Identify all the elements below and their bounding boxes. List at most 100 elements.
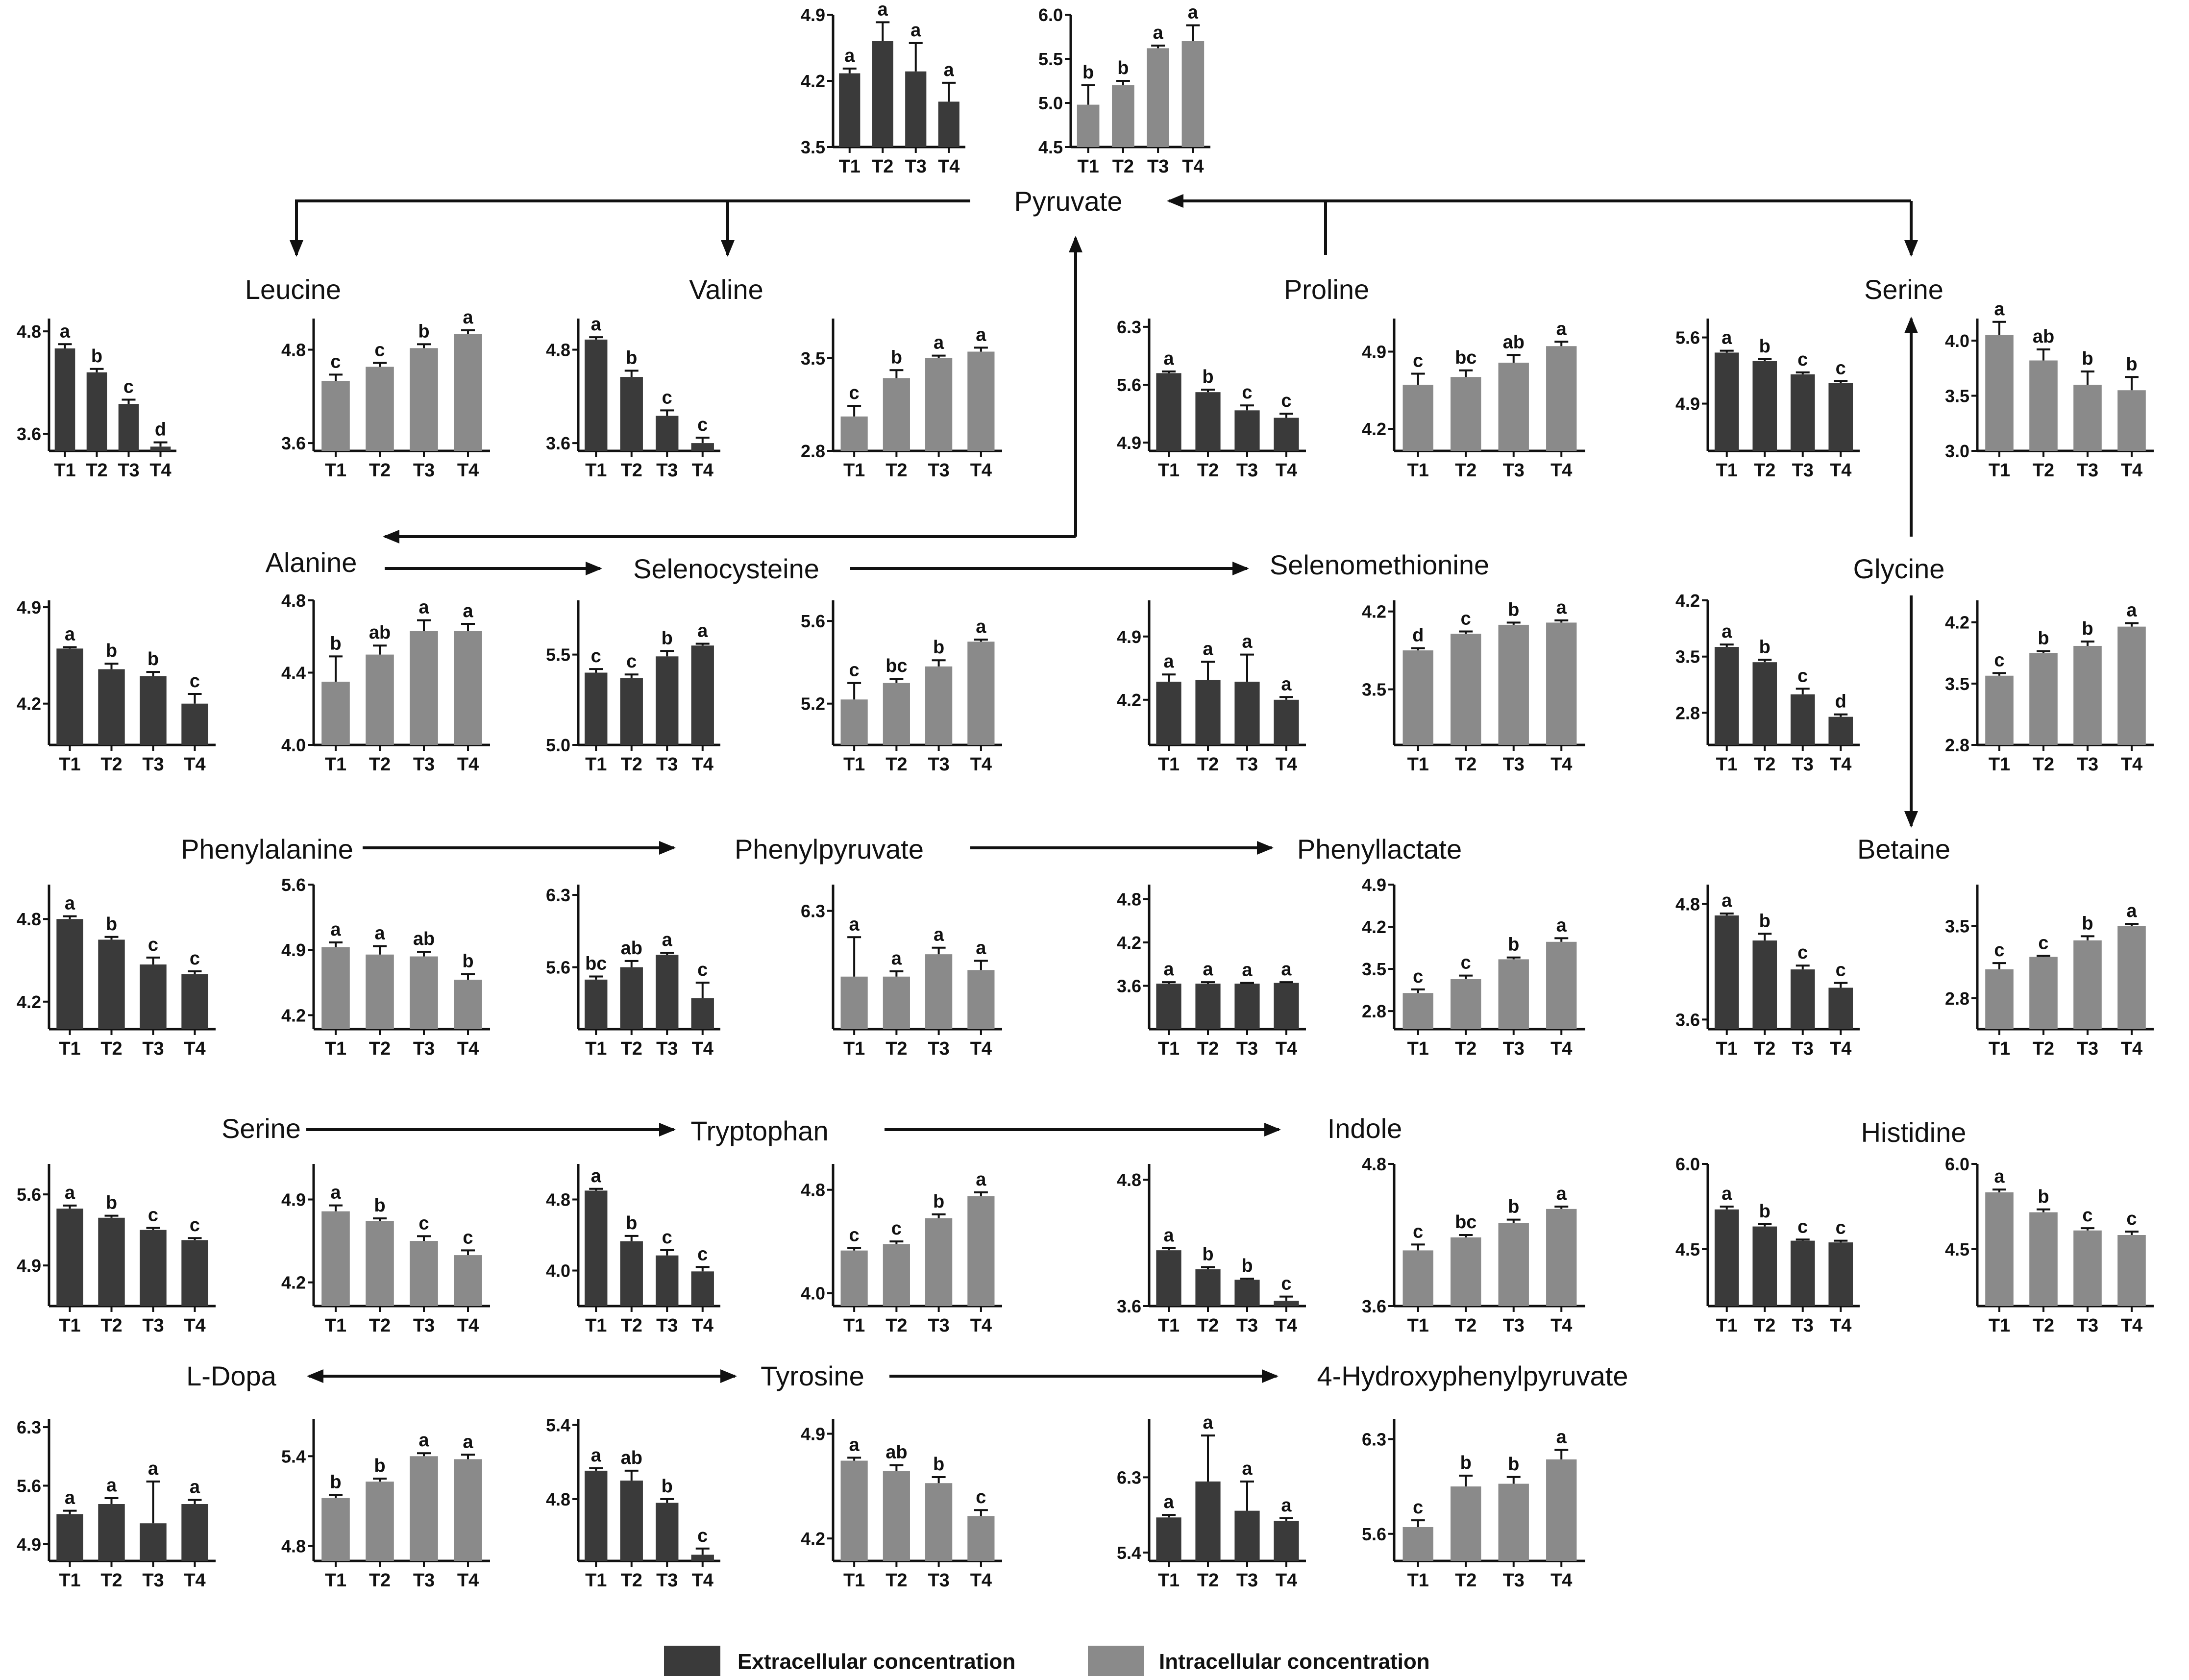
node-histidine: Histidine — [1861, 1117, 1967, 1148]
significance-letter: b — [1460, 1453, 1472, 1473]
significance-letter: c — [976, 1487, 986, 1507]
x-tick-label: T3 — [928, 460, 949, 481]
x-tick-label: T2 — [1754, 1038, 1775, 1059]
bar-t2 — [98, 669, 125, 745]
x-tick-label: T1 — [59, 1315, 80, 1336]
x-tick-label: T1 — [1407, 1570, 1429, 1591]
legend-label-intracellular: Intracellular concentration — [1159, 1650, 1430, 1674]
significance-letter: a — [1556, 1427, 1567, 1448]
significance-letter: c — [190, 948, 200, 969]
significance-letter: b — [933, 637, 944, 658]
significance-letter: c — [463, 1227, 473, 1248]
x-tick-label: T4 — [2121, 1038, 2142, 1059]
bar-t4 — [691, 1555, 714, 1561]
bar-t4 — [1546, 1209, 1577, 1306]
significance-letter: b — [1759, 1201, 1771, 1222]
y-tick-label: 3.6 — [1117, 976, 1141, 996]
significance-letter: a — [934, 925, 944, 945]
x-tick-label: T1 — [1158, 754, 1180, 775]
bar-t2 — [1451, 377, 1481, 451]
bar-t3 — [656, 656, 679, 745]
x-tick-label: T3 — [413, 460, 435, 481]
x-tick-label: T4 — [184, 1315, 205, 1336]
significance-letter: c — [1242, 382, 1252, 403]
bar-t3 — [410, 1456, 438, 1561]
significance-letter: ab — [1503, 332, 1525, 352]
y-tick-label: 3.6 — [1362, 1296, 1386, 1316]
bar-t4 — [2117, 1235, 2146, 1306]
bar-t1 — [1077, 104, 1100, 147]
x-tick-label: T1 — [54, 460, 75, 481]
significance-letter: a — [1242, 1458, 1253, 1479]
y-tick-label: 5.6 — [1117, 375, 1141, 395]
x-tick-label: T2 — [100, 1570, 122, 1591]
bar-t1 — [56, 1514, 83, 1561]
significance-letter: a — [1163, 959, 1174, 980]
x-tick-label: T4 — [1550, 1038, 1572, 1059]
x-tick-label: T3 — [1503, 1038, 1525, 1059]
x-tick-label: T3 — [118, 460, 139, 481]
x-tick-label: T3 — [1236, 1315, 1258, 1336]
y-tick-label: 2.8 — [1675, 703, 1700, 723]
bar-t2 — [2029, 957, 2058, 1029]
bar-t2 — [620, 1481, 643, 1561]
bar-t2 — [620, 377, 643, 451]
bar-t1 — [585, 1190, 608, 1306]
bar-t3 — [1498, 1223, 1529, 1306]
x-tick-label: T4 — [184, 1570, 205, 1591]
significance-letter: a — [591, 1166, 602, 1186]
significance-letter: c — [1836, 1218, 1846, 1238]
significance-letter: a — [330, 1183, 341, 1203]
y-tick-label: 3.6 — [1675, 1010, 1700, 1030]
significance-letter: b — [374, 1456, 385, 1476]
significance-letter: a — [1163, 1225, 1174, 1246]
x-tick-label: T1 — [839, 156, 861, 177]
bar-panels: 3.5 4.2 4.9 a T1 a T2 a T3 a T4 4.5 5.0 5.5 6.0 b T1 b T2 a… — [17, 0, 2154, 1591]
y-tick-label: 4.2 — [801, 1529, 825, 1549]
x-tick-label: T4 — [184, 1038, 205, 1059]
significance-letter: c — [1797, 942, 1808, 963]
bar-t3 — [1234, 984, 1260, 1029]
x-tick-label: T3 — [1503, 1570, 1525, 1591]
significance-letter: c — [1836, 960, 1846, 981]
bar-t4 — [691, 645, 714, 745]
node-pyruvate: Pyruvate — [1014, 186, 1123, 217]
panel-histidine-intracellular: 4.5 6.0 a T1 b T2 c T3 c T4 — [1945, 1154, 2154, 1336]
x-tick-label: T4 — [1276, 1570, 1297, 1591]
bar-t4 — [1274, 699, 1299, 745]
x-tick-label: T3 — [1792, 460, 1814, 481]
y-tick-label: 4.9 — [17, 597, 41, 618]
y-tick-label: 2.8 — [1945, 988, 1969, 1009]
x-tick-label: T2 — [369, 1315, 391, 1336]
x-tick-label: T3 — [928, 1038, 949, 1059]
x-tick-label: T4 — [1830, 460, 1851, 481]
node-proline: Proline — [1284, 274, 1369, 305]
y-tick-label: 4.4 — [281, 663, 306, 683]
significance-letter: b — [1082, 62, 1094, 83]
y-tick-label: 4.9 — [281, 940, 306, 960]
significance-letter: a — [1163, 348, 1174, 369]
y-tick-label: 4.9 — [281, 1190, 306, 1210]
y-tick-label: 4.8 — [546, 340, 570, 360]
panel-valine-extracellular: 3.6 4.8 a T1 b T2 c T3 c T4 — [546, 314, 720, 481]
significance-letter: c — [1836, 358, 1846, 378]
bar-t2 — [1195, 984, 1221, 1029]
significance-letter: a — [2126, 901, 2137, 921]
x-tick-label: T3 — [2077, 460, 2098, 481]
x-tick-label: T2 — [1197, 1315, 1219, 1336]
bar-t3 — [1234, 410, 1260, 451]
x-tick-label: T3 — [1792, 754, 1814, 775]
x-tick-label: T4 — [1830, 1038, 1851, 1059]
significance-letter: a — [1556, 915, 1567, 936]
significance-letter: c — [697, 1526, 708, 1546]
x-tick-label: T3 — [656, 754, 678, 775]
x-tick-label: T2 — [2033, 754, 2054, 775]
significance-letter: a — [1556, 319, 1567, 339]
bar-t2 — [2029, 1212, 2058, 1306]
y-tick-label: 3.5 — [1362, 680, 1386, 700]
node-phenylalanine: Phenylalanine — [181, 834, 353, 865]
x-tick-label: T1 — [843, 460, 865, 481]
significance-letter: a — [65, 893, 75, 914]
x-tick-label: T1 — [843, 1038, 865, 1059]
